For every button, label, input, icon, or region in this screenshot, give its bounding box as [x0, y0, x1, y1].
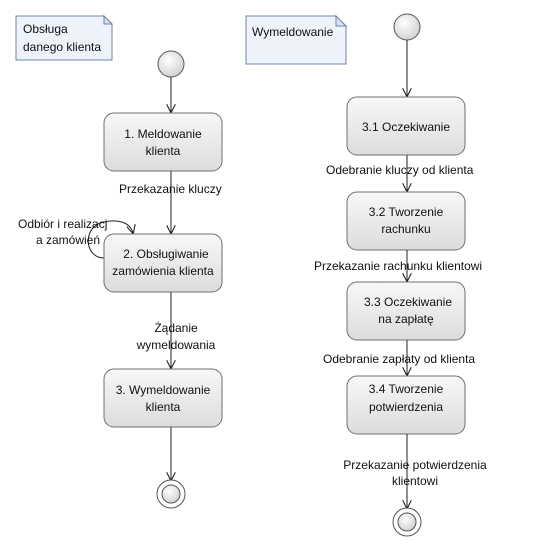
transition-self-loop-line-1: Odbiór i realizacj: [18, 217, 107, 231]
state-tworzenie-rachunku-line-1: 3.2 Tworzenie: [369, 205, 444, 219]
transition-self-loop-line-2: a zamówień: [36, 233, 100, 247]
note-wymeldowanie: Wymeldowanie: [245, 14, 348, 65]
state-obslugiwanie-line-1: 2. Obsługiwanie: [123, 247, 209, 261]
initial-node-left: [157, 50, 185, 78]
self-loop-odbior-zamowien: [87, 220, 133, 259]
state-oczekiwanie-zaplate-line-1: 3.3 Oczekiwanie: [364, 295, 452, 309]
note-left-line-2: danego klienta: [23, 40, 101, 54]
transition-zadanie-line-1: Żądanie: [154, 321, 198, 335]
transition-przekazanie-kluczy: Przekazanie kluczy: [119, 182, 222, 196]
state-meldowanie-line-2: klienta: [146, 144, 181, 158]
state-tworzenie-potwierdzenia-line-1: 3.4 Tworzenie: [369, 382, 444, 396]
state-oczekiwanie-zaplate-line-2: na zapłatę: [378, 312, 434, 326]
state-obslugiwanie-line-2: zamówienia klienta: [112, 264, 214, 278]
transition-przekazanie-potwierdzenia-line-2: klientowi: [392, 474, 438, 488]
state-oczekiwanie-line-1: 3.1 Oczekiwanie: [362, 120, 450, 134]
transition-odebranie-kluczy: Odebranie kluczy od klienta: [326, 163, 474, 177]
note-right-line-1: Wymeldowanie: [252, 25, 334, 39]
state-oczekiwanie-na-zaplate[interactable]: 3.3 Oczekiwanie na zapłatę: [346, 281, 466, 341]
note-obsluga-danego-klienta: Obsługa danego klienta: [15, 14, 114, 61]
state-wymeldowanie-line-1: 3. Wymeldowanie: [116, 383, 211, 397]
state-wymeldowanie-line-2: klienta: [146, 400, 181, 414]
transition-przekazanie-rachunku: Przekazanie rachunku klientowi: [314, 259, 482, 273]
state-wymeldowanie-klienta[interactable]: 3. Wymeldowanie klienta: [103, 368, 223, 428]
transition-przekazanie-potwierdzenia-line-1: Przekazanie potwierdzenia: [343, 458, 487, 472]
state-meldowanie-line-1: 1. Meldowanie: [124, 127, 202, 141]
note-left-line-1: Obsługa: [23, 22, 68, 36]
state-tworzenie-rachunku[interactable]: 3.2 Tworzenie rachunku: [346, 191, 466, 251]
state-obslugiwanie-zamowienia[interactable]: 2. Obsługiwanie zamówienia klienta: [103, 233, 223, 293]
final-node-right: [392, 507, 422, 537]
state-oczekiwanie[interactable]: 3.1 Oczekiwanie: [346, 96, 466, 156]
final-node-left: [156, 479, 186, 509]
state-tworzenie-potwierdzenia-line-2: potwierdzenia: [369, 400, 443, 414]
transition-odebranie-zaplaty: Odebranie zapłaty od klienta: [323, 352, 475, 366]
state-tworzenie-potwierdzenia[interactable]: 3.4 Tworzenie potwierdzenia: [346, 375, 466, 435]
initial-node-right: [393, 13, 421, 41]
state-meldowanie-klienta[interactable]: 1. Meldowanie klienta: [103, 112, 223, 172]
transition-zadanie-line-2: wymeldowania: [136, 338, 216, 352]
state-tworzenie-rachunku-line-2: rachunku: [381, 222, 430, 236]
